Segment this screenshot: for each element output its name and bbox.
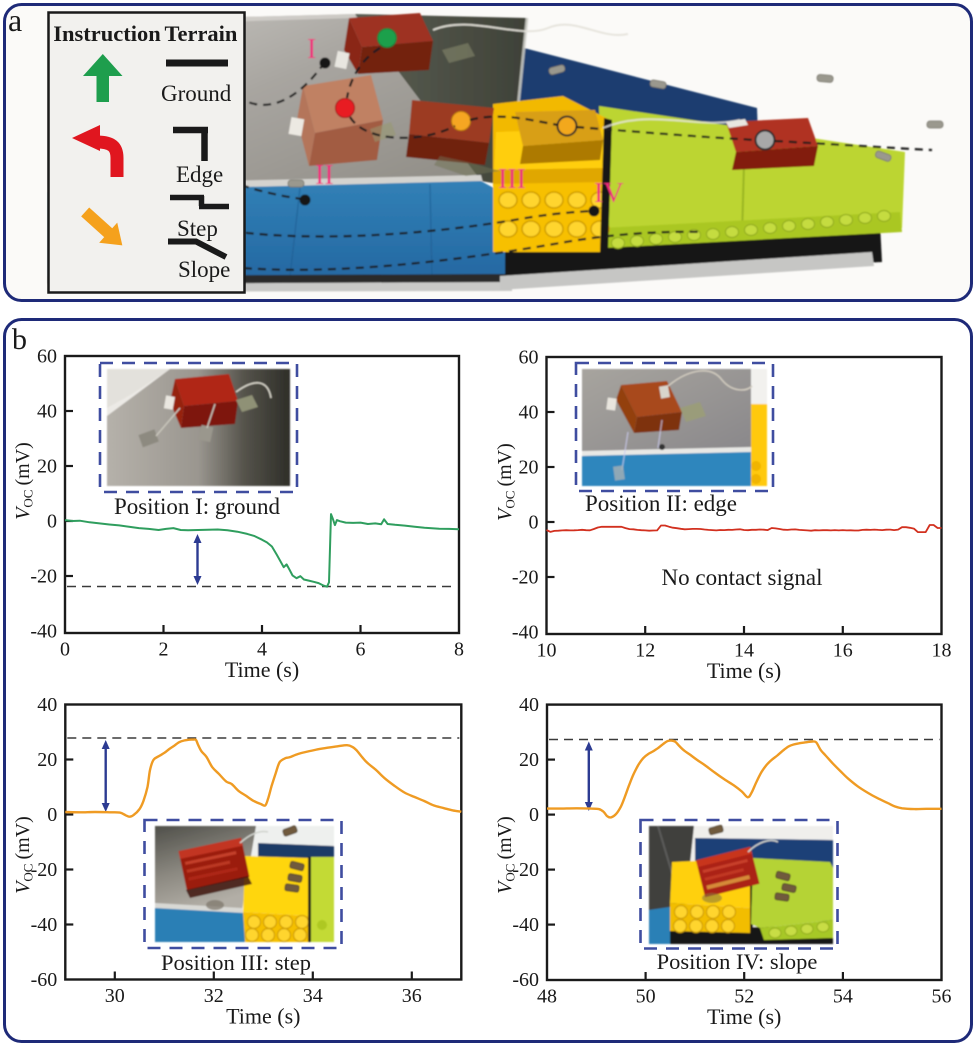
- svg-text:34: 34: [303, 985, 323, 1007]
- svg-text:Position IV: slope: Position IV: slope: [657, 949, 818, 974]
- svg-text:60: 60: [37, 346, 57, 368]
- svg-text:II: II: [315, 160, 334, 191]
- svg-text:-40: -40: [512, 622, 539, 644]
- svg-text:-40: -40: [512, 914, 539, 936]
- svg-text:40: 40: [37, 401, 57, 423]
- svg-text:4: 4: [257, 639, 267, 661]
- svg-text:40: 40: [519, 402, 539, 424]
- svg-text:-60: -60: [31, 969, 58, 991]
- svg-text:III: III: [498, 164, 526, 195]
- svg-text:50: 50: [636, 986, 656, 1008]
- svg-text:20: 20: [519, 457, 539, 479]
- svg-text:52: 52: [734, 986, 754, 1008]
- svg-text:0: 0: [529, 804, 539, 826]
- svg-text:a: a: [8, 2, 22, 38]
- svg-text:VOC (mV): VOC (mV): [494, 443, 518, 521]
- svg-text:6: 6: [356, 639, 366, 661]
- svg-text:VOC (mV): VOC (mV): [494, 816, 518, 894]
- svg-text:Position I: ground: Position I: ground: [114, 494, 281, 519]
- svg-text:40: 40: [37, 694, 57, 716]
- svg-text:VOC (mV): VOC (mV): [12, 816, 36, 894]
- svg-text:8: 8: [454, 639, 464, 661]
- svg-text:0: 0: [529, 512, 539, 534]
- svg-text:Position III: step: Position III: step: [161, 950, 311, 975]
- svg-text:Ground: Ground: [161, 81, 232, 106]
- svg-text:56: 56: [932, 986, 952, 1008]
- svg-text:-20: -20: [512, 567, 539, 589]
- svg-text:Time (s): Time (s): [226, 1004, 300, 1029]
- svg-text:20: 20: [37, 749, 57, 771]
- svg-text:12: 12: [635, 640, 655, 662]
- svg-text:18: 18: [932, 640, 952, 662]
- svg-text:32: 32: [204, 985, 224, 1007]
- svg-text:20: 20: [37, 456, 57, 478]
- svg-text:-40: -40: [31, 914, 58, 936]
- svg-text:Time (s): Time (s): [225, 657, 299, 682]
- svg-text:-40: -40: [30, 621, 57, 643]
- svg-text:-20: -20: [30, 566, 57, 588]
- svg-text:20: 20: [519, 749, 539, 771]
- svg-text:30: 30: [105, 985, 125, 1007]
- svg-text:-20: -20: [512, 859, 539, 881]
- svg-text:I: I: [307, 34, 316, 65]
- svg-text:Instruction: Instruction: [53, 21, 161, 46]
- svg-text:2: 2: [159, 639, 169, 661]
- svg-text:Time (s): Time (s): [707, 1004, 781, 1029]
- svg-text:14: 14: [734, 640, 754, 662]
- svg-text:b: b: [12, 323, 27, 356]
- svg-text:Time (s): Time (s): [707, 658, 781, 683]
- svg-text:36: 36: [402, 985, 422, 1007]
- svg-text:48: 48: [537, 986, 557, 1008]
- svg-text:-60: -60: [512, 969, 539, 991]
- svg-text:Step: Step: [177, 216, 218, 241]
- svg-text:Slope: Slope: [178, 257, 230, 282]
- svg-text:0: 0: [47, 804, 57, 826]
- svg-text:IV: IV: [594, 178, 624, 209]
- svg-text:Edge: Edge: [176, 162, 223, 187]
- svg-text:54: 54: [833, 986, 853, 1008]
- svg-text:16: 16: [833, 640, 853, 662]
- svg-text:No contact signal: No contact signal: [662, 565, 823, 590]
- svg-text:60: 60: [519, 347, 539, 369]
- svg-text:40: 40: [519, 694, 539, 716]
- svg-text:-20: -20: [31, 859, 58, 881]
- svg-text:Position II: edge: Position II: edge: [585, 491, 737, 516]
- svg-text:0: 0: [60, 639, 70, 661]
- svg-text:Terrain: Terrain: [165, 21, 238, 46]
- svg-text:10: 10: [537, 640, 557, 662]
- svg-text:0: 0: [47, 511, 57, 533]
- svg-text:VOC (mV): VOC (mV): [12, 442, 36, 520]
